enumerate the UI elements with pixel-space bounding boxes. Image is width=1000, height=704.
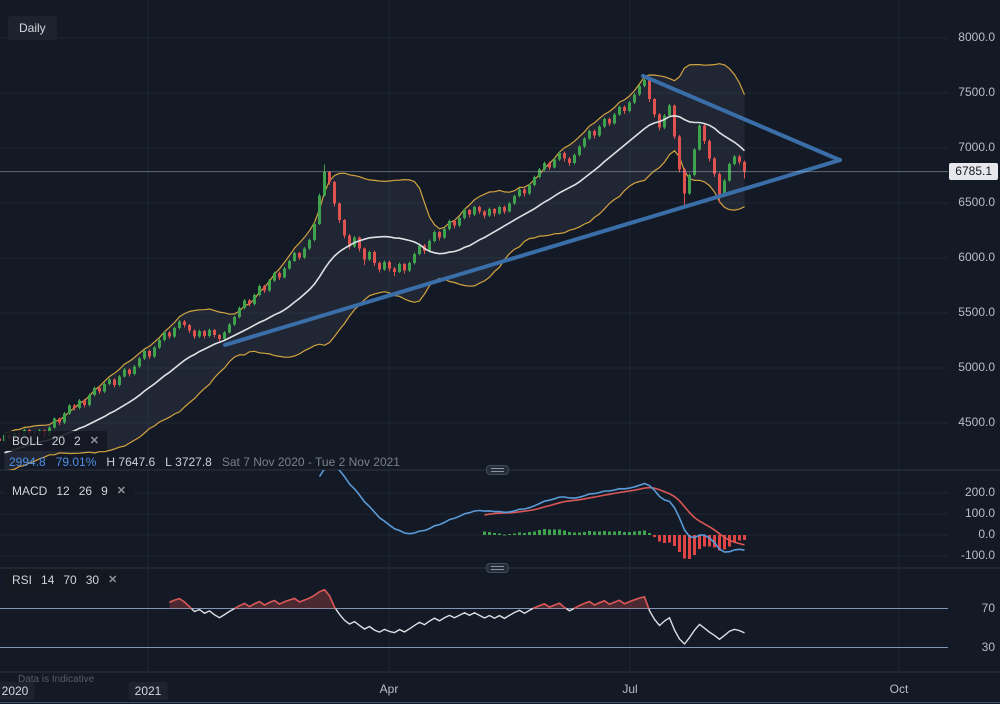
rsi-label: RSI <box>12 573 33 587</box>
macd-param-signal: 9 <box>101 484 108 498</box>
boll-legend: BOLL 20 2 ✕ 2994.8 79.01% H 7647.6 L 372… <box>4 431 400 469</box>
rsi-tick-label: 30 <box>981 639 995 654</box>
macd-tick-label: 200.0 <box>964 485 995 499</box>
boll-param-period: 20 <box>51 434 66 448</box>
macd-label: MACD <box>12 484 48 498</box>
boll-param-mult: 2 <box>74 434 81 448</box>
boll-value: 2994.8 <box>9 455 46 469</box>
boll-legend-chip[interactable]: BOLL 20 2 ✕ <box>4 431 107 451</box>
boll-percent: 79.01% <box>55 455 97 469</box>
pane-resize-handle-macd[interactable] <box>486 465 509 475</box>
date-range: Sat 7 Nov 2020 - Tue 2 Nov 2021 <box>221 455 400 469</box>
range-low: L 3727.8 <box>165 455 212 469</box>
rsi-param-lower: 30 <box>85 573 100 587</box>
boll-values-row: 2994.8 79.01% H 7647.6 L 3727.8 Sat 7 No… <box>4 455 400 469</box>
price-tick-label: 4500.0 <box>958 415 995 429</box>
price-tick-label: 5500.0 <box>958 305 995 319</box>
macd-tick-label: -100.0 <box>960 548 995 562</box>
pane-resize-handle-rsi[interactable] <box>486 563 509 573</box>
rsi-param-period: 14 <box>41 573 55 587</box>
time-tick-label: Oct <box>889 682 909 696</box>
time-tick-label: Apr <box>379 682 399 696</box>
price-tick-label: 8000.0 <box>958 30 995 44</box>
price-tick-label: 6500.0 <box>958 195 995 209</box>
rsi-legend-chip[interactable]: RSI 14 70 30 ✕ <box>4 570 126 590</box>
rsi-legend: RSI 14 70 30 ✕ <box>4 570 126 590</box>
price-tick-label: 5000.0 <box>958 360 995 374</box>
price-tick-label: 6000.0 <box>958 250 995 264</box>
rsi-tick-label: 70 <box>981 600 995 615</box>
time-tick-label: Jul <box>622 682 638 696</box>
range-high: H 7647.6 <box>106 455 156 469</box>
macd-param-fast: 12 <box>56 484 70 498</box>
boll-close-icon[interactable]: ✕ <box>89 435 99 447</box>
boll-label: BOLL <box>12 434 43 448</box>
rsi-param-upper: 70 <box>63 573 77 587</box>
macd-tick-label: 0.0 <box>978 527 995 541</box>
price-tick-label: 7500.0 <box>958 85 995 99</box>
macd-close-icon[interactable]: ✕ <box>116 485 126 497</box>
time-tick-label: 2020 <box>0 682 35 700</box>
last-price-label: 6785.1 <box>949 162 998 180</box>
interval-selector-button[interactable]: Daily <box>8 16 57 40</box>
macd-legend-chip[interactable]: MACD 12 26 9 ✕ <box>4 481 134 501</box>
rsi-close-icon[interactable]: ✕ <box>108 574 118 586</box>
macd-legend: MACD 12 26 9 ✕ <box>4 481 134 501</box>
macd-param-slow: 26 <box>78 484 93 498</box>
watermark: Data is Indicative <box>18 674 95 685</box>
price-tick-label: 7000.0 <box>958 140 995 154</box>
time-tick-label: 2021 <box>128 682 168 700</box>
macd-tick-label: 100.0 <box>964 506 995 520</box>
